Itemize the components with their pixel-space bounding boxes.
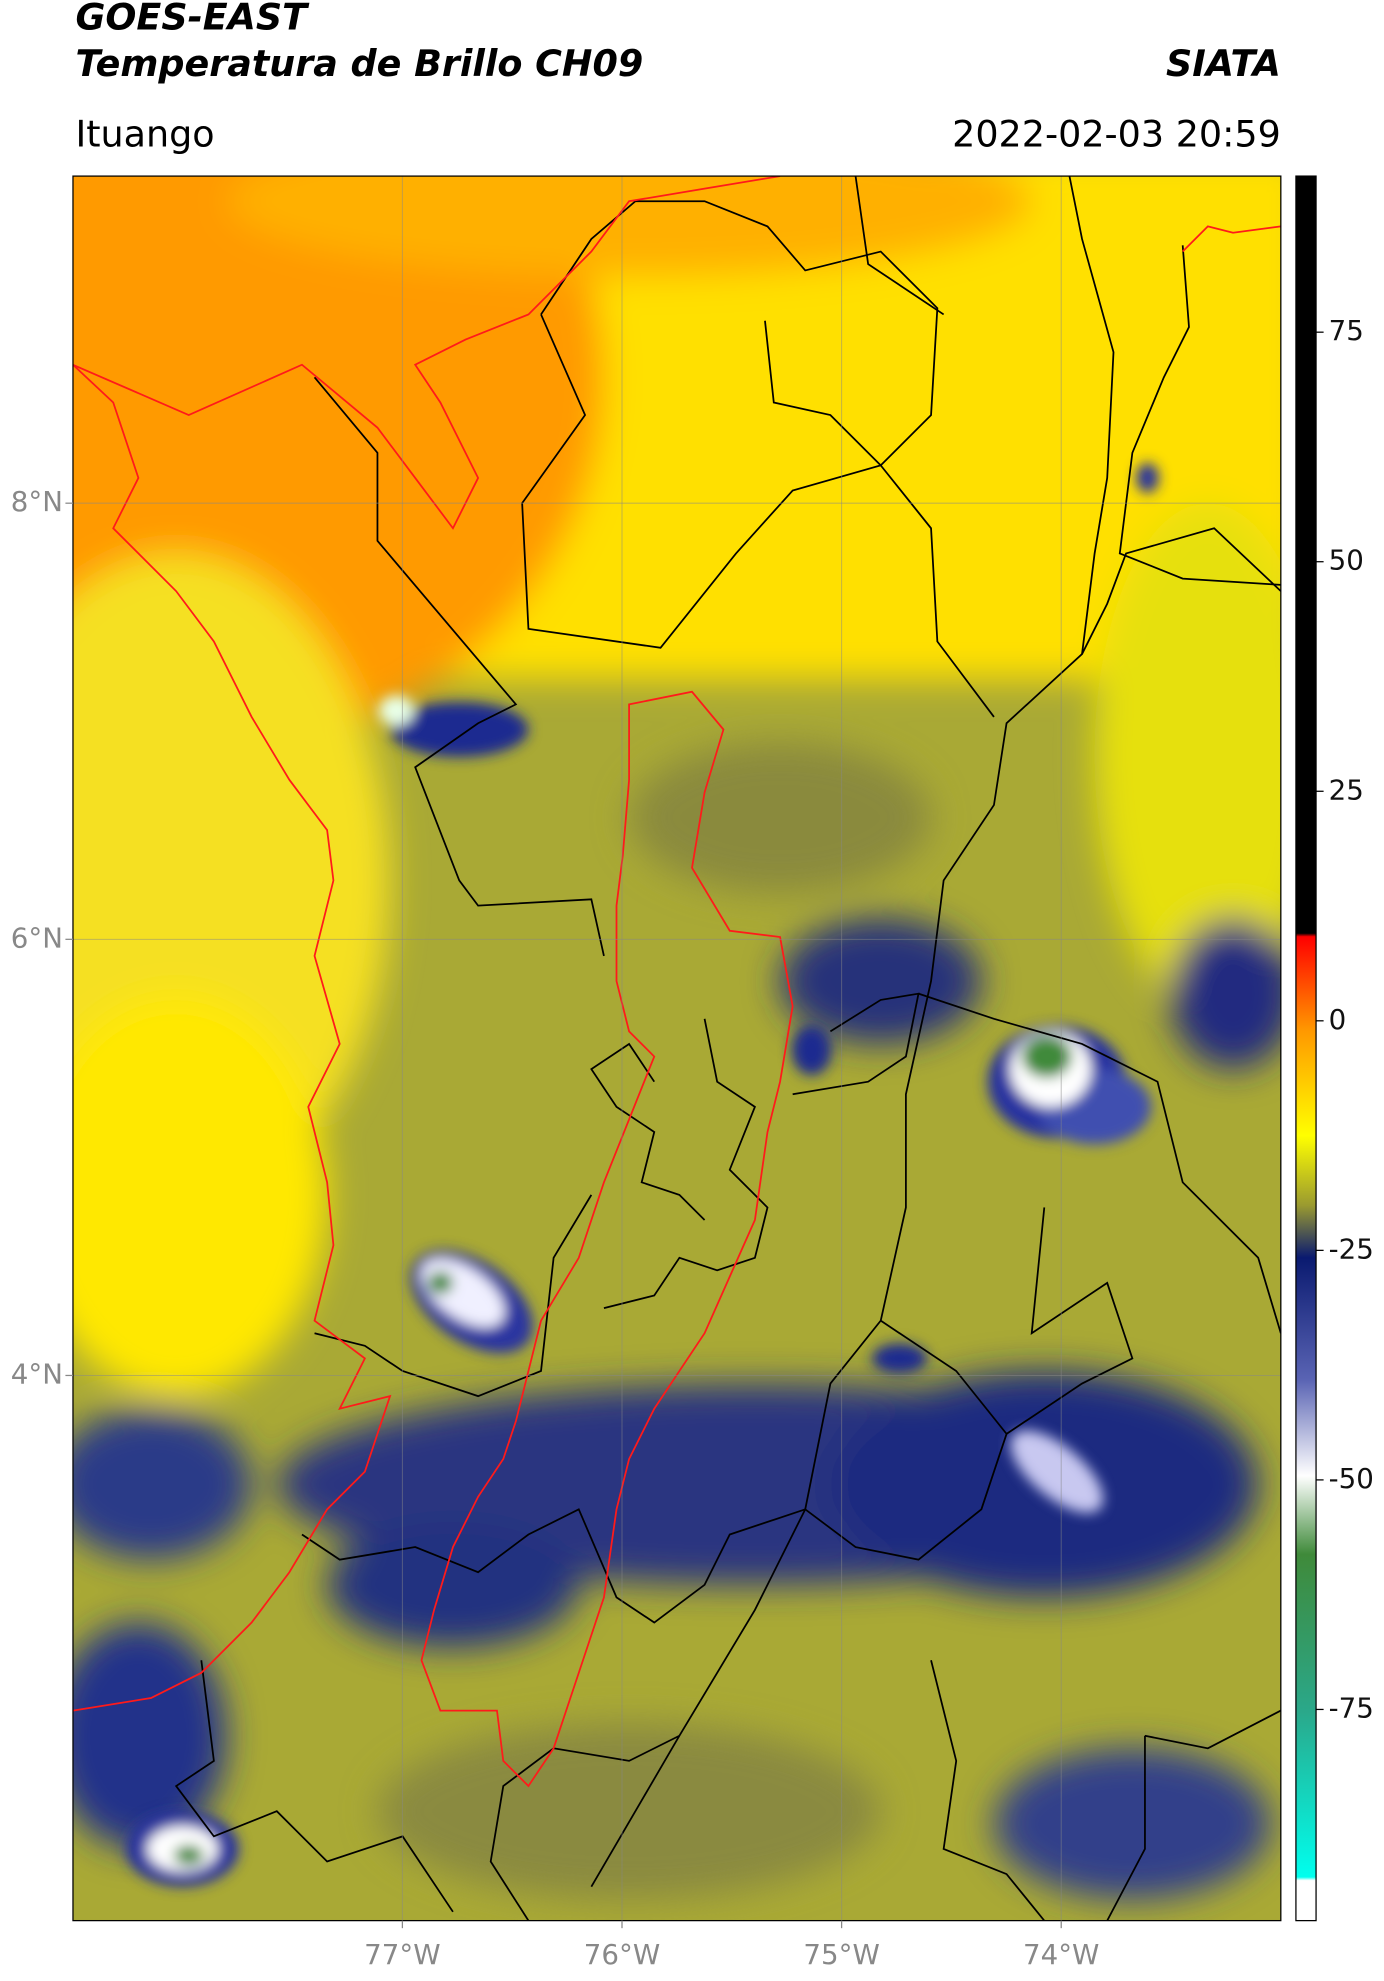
colorbar-tick-label: 50 [1329,544,1364,577]
location: Ituango [75,112,214,155]
colorbar-tick-label: -50 [1329,1462,1374,1495]
lon-tick-label: 75°W [803,1938,879,1971]
lat-tick-label: 6°N [11,921,63,954]
agency: SIATA [1166,42,1281,85]
lat-tick-label: 4°N [11,1357,63,1390]
subtitle: Temperatura de Brillo CH09 [75,42,643,85]
map-frame [72,175,1282,1922]
satellite-image [72,176,1281,1921]
lon-tick-label: 77°W [364,1938,440,1971]
lon-tick-label: 74°W [1023,1938,1099,1971]
colorbar-tick-label: 0 [1329,1003,1347,1036]
datetime: 2022-02-03 20:59 [952,112,1281,155]
colorbar-tick-label: -25 [1329,1232,1374,1265]
colorbar-tick-label: 25 [1329,773,1364,806]
title: GOES-EAST [75,0,310,38]
colorbar [1295,175,1317,1922]
lon-tick-label: 76°W [584,1938,660,1971]
colorbar-tick-label: 75 [1329,314,1364,347]
lat-tick-label: 8°N [11,485,63,518]
colorbar-tick-label: -75 [1329,1691,1374,1724]
